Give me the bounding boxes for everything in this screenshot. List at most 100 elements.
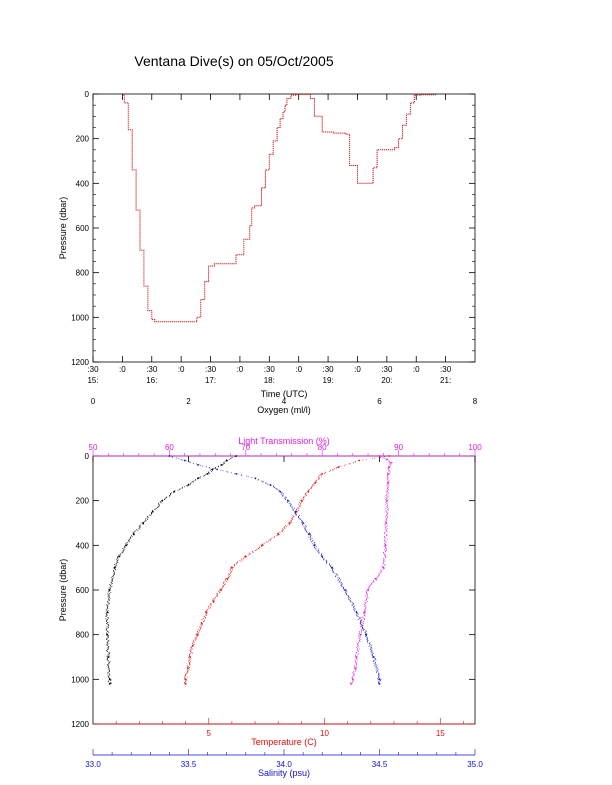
profile-dot — [339, 466, 341, 468]
profile-dot — [379, 455, 381, 457]
profile-dot — [109, 584, 110, 586]
profile-dot — [329, 566, 331, 567]
profile-dot — [107, 681, 109, 683]
profile-dot — [110, 576, 112, 578]
profile-dot — [119, 553, 121, 555]
profile-dot — [114, 569, 116, 571]
profile-dot — [385, 550, 387, 551]
profile-dot — [146, 517, 148, 519]
profile-dot — [372, 581, 374, 583]
profile-dot — [285, 525, 287, 527]
profile-dot — [375, 578, 377, 580]
profile-dot — [382, 558, 384, 560]
profile-dot — [365, 631, 367, 632]
profile-dot — [165, 497, 166, 499]
profile-dot — [185, 680, 187, 682]
profile-dot — [223, 582, 224, 584]
profile-dot — [357, 654, 359, 656]
profile-dot — [303, 526, 305, 528]
profile-dot — [184, 682, 186, 684]
profile-dot — [107, 635, 109, 637]
profile-dot — [378, 682, 380, 683]
profile-dot — [383, 544, 385, 546]
profile-dot — [114, 574, 115, 576]
profile-dot — [200, 622, 202, 624]
profile-dot — [348, 463, 350, 465]
profile-dot — [116, 560, 118, 562]
profile-dot — [387, 458, 388, 460]
data-point — [226, 577, 229, 580]
profile-dot — [352, 681, 353, 683]
profile-dot — [324, 471, 326, 473]
profile-dot — [111, 586, 113, 588]
profile-dot — [277, 534, 279, 536]
profile-dot — [340, 585, 342, 587]
profile-dot — [367, 593, 369, 595]
x-hour-label: 16: — [146, 376, 157, 385]
profile-dot — [366, 592, 368, 594]
data-point — [206, 473, 209, 475]
profile-dot — [133, 533, 135, 535]
profile-dot — [186, 666, 188, 668]
profile-dot — [291, 517, 293, 519]
profile-dot — [205, 466, 207, 468]
profile-dot — [207, 607, 209, 609]
profile-dot — [297, 507, 299, 509]
profile-dot — [359, 633, 360, 634]
profile-dot — [148, 514, 150, 516]
profile-dot — [277, 533, 278, 535]
profile-dot — [154, 509, 156, 511]
x-hour-label: 19: — [323, 376, 334, 385]
profile-dot — [367, 640, 369, 642]
profile-dot — [294, 512, 296, 514]
profile-dot — [108, 656, 110, 658]
profile-dot — [381, 565, 383, 567]
profile-dot — [138, 525, 140, 527]
y-tick-label: 1200 — [71, 720, 89, 729]
profile-dot — [344, 590, 346, 592]
profile-dot — [358, 648, 360, 650]
temperature-tick-label: 10 — [320, 729, 329, 738]
profile-dot — [189, 653, 191, 655]
profile-dot — [323, 559, 325, 561]
profile-dot — [368, 590, 369, 592]
profile-dot — [106, 633, 108, 634]
profile-dot — [353, 602, 354, 604]
profile-dot — [209, 469, 211, 471]
profile-dot — [377, 679, 379, 681]
profile-dot — [355, 667, 357, 669]
profile-dot — [246, 475, 248, 477]
profile-dot — [310, 537, 312, 539]
profile-dot — [373, 663, 375, 665]
profile-dot — [299, 506, 301, 508]
profile-dot — [373, 661, 375, 663]
profile-dot — [329, 564, 331, 566]
x-tick-label: :0 — [354, 365, 361, 374]
profile-dot — [365, 591, 367, 593]
profile-dot — [215, 466, 217, 468]
profile-dot — [354, 610, 356, 612]
profile-dot — [109, 598, 111, 600]
profile-dot — [379, 574, 380, 576]
profile-dot — [249, 553, 251, 555]
profile-dot — [303, 523, 305, 525]
profile-dot — [379, 680, 381, 681]
profile-dot — [200, 625, 202, 627]
profile-dot — [199, 628, 201, 630]
profile-dot — [296, 509, 297, 511]
profile-dot — [206, 615, 207, 616]
profile-dot — [200, 623, 202, 625]
profile-dot — [374, 578, 375, 580]
profile-dot — [356, 610, 358, 612]
profile-dot — [195, 478, 197, 480]
x-hour-label: 21: — [440, 376, 451, 385]
profile-dot — [348, 596, 350, 598]
profile-dot — [214, 468, 216, 470]
profile-dot — [369, 648, 371, 650]
data-point — [168, 455, 171, 457]
profile-dot — [108, 598, 110, 600]
profile-dot — [326, 560, 328, 562]
y-tick-label: 0 — [85, 452, 90, 461]
profile-dot — [370, 651, 372, 653]
profile-dot — [367, 642, 369, 644]
